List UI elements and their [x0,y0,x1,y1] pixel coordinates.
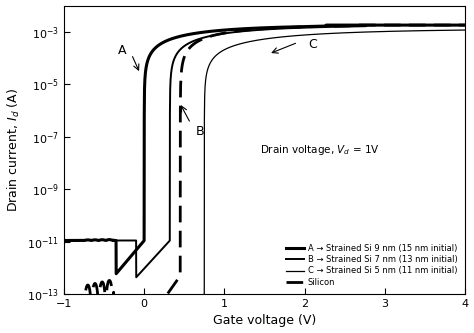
X-axis label: Gate voltage (V): Gate voltage (V) [213,314,316,327]
Text: Drain voltage, $V_d$ = 1V: Drain voltage, $V_d$ = 1V [261,143,380,157]
Legend: A → Strained Si 9 nm (15 nm initial), B → Strained Si 7 nm (13 nm initial), C → : A → Strained Si 9 nm (15 nm initial), B … [283,241,461,290]
Text: B: B [196,125,205,138]
Text: A: A [118,44,126,57]
Y-axis label: Drain current, $I_d$ (A): Drain current, $I_d$ (A) [6,88,22,212]
Text: C: C [308,38,317,51]
